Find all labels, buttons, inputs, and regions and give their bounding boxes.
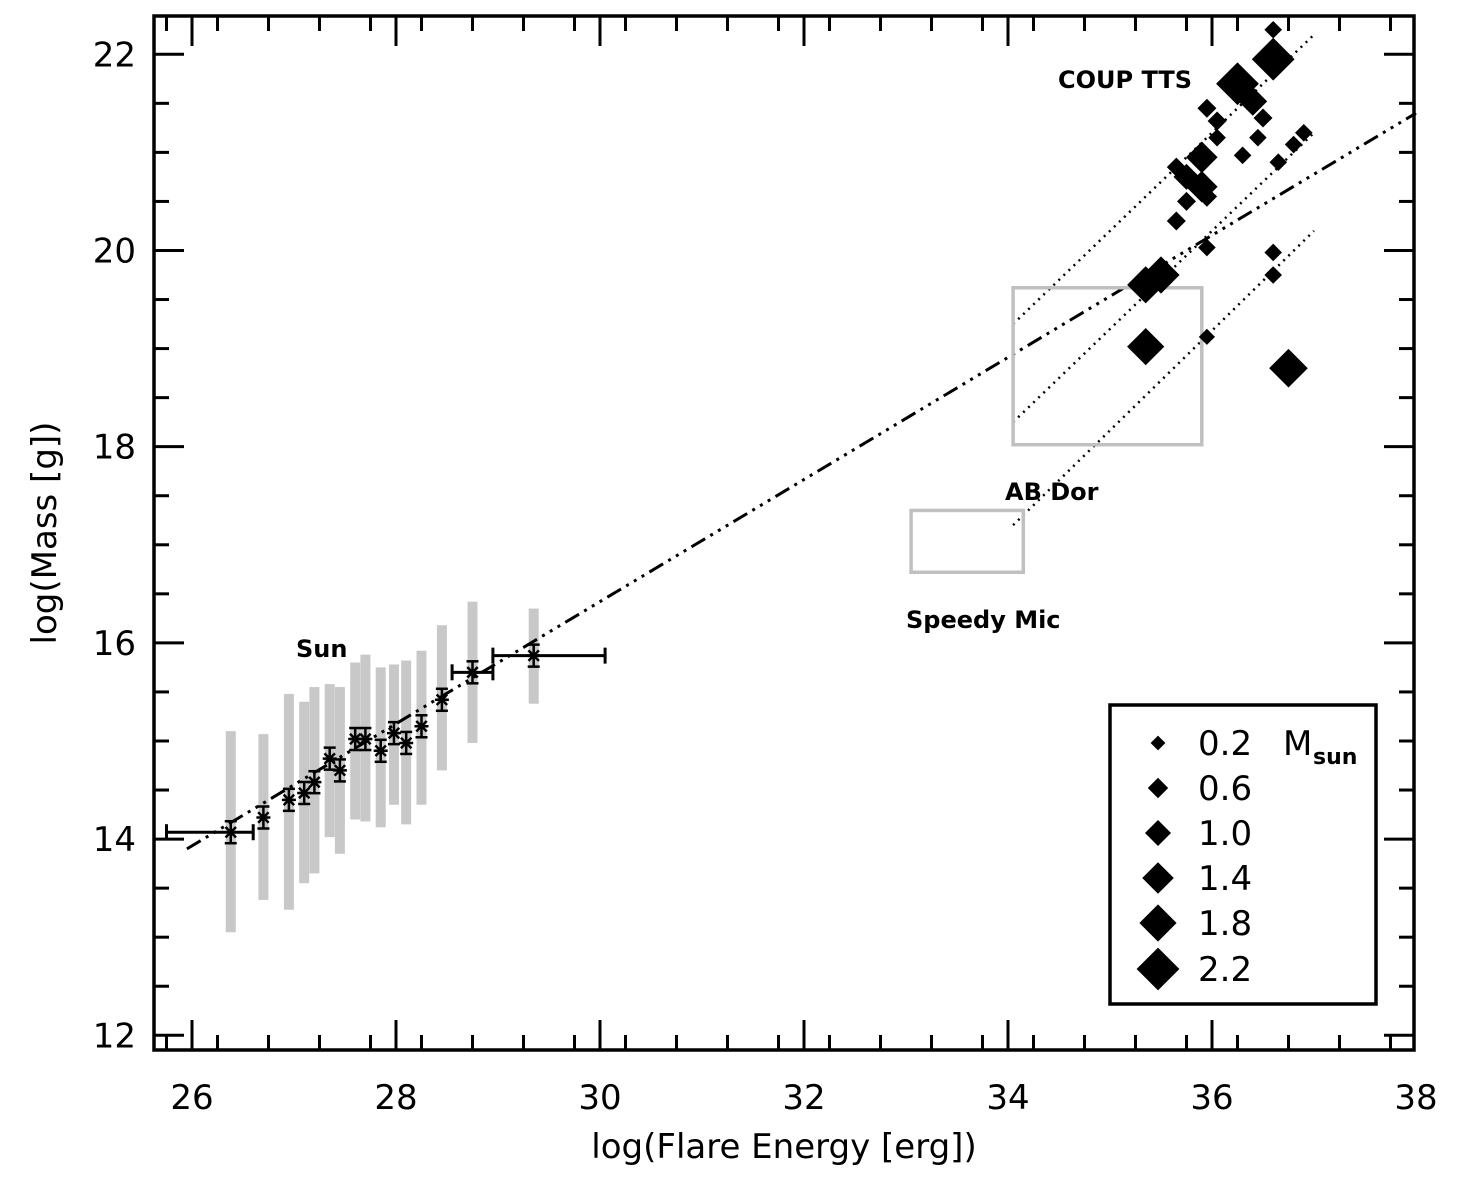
coup-star-20: [1198, 238, 1216, 257]
legend-label-1: 0.6: [1198, 769, 1252, 809]
y-tick-label-1: 14: [93, 820, 136, 860]
legend-marker-4: [1139, 904, 1177, 942]
coup-star-12: [1233, 146, 1252, 165]
y-tick-label-2: 16: [93, 624, 136, 664]
x-tick-label-1: 28: [374, 1078, 417, 1118]
solar-point-0: [223, 826, 238, 839]
coup-star-19: [1166, 211, 1186, 231]
legend-marker-0: [1150, 735, 1166, 751]
coup-star-0: [1264, 20, 1282, 39]
legend-unit-main: M: [1283, 724, 1312, 764]
data-points: [165, 20, 1313, 845]
solar-point-4: [307, 776, 322, 789]
x-tick-label-3: 32: [782, 1078, 825, 1118]
coup-star-21: [1264, 243, 1282, 262]
x-tick-label-6: 38: [1394, 1078, 1437, 1118]
coup-star-24: [1127, 266, 1165, 304]
region-box-1: [909, 508, 1026, 575]
x-tick-label-5: 36: [1190, 1078, 1233, 1118]
coup-star-6: [1253, 108, 1273, 128]
coup-star-10: [1284, 135, 1303, 154]
solar-point-2: [281, 793, 296, 806]
coup-star-3: [1238, 86, 1268, 116]
solar-point-11: [399, 736, 414, 750]
coup-star-11: [1186, 141, 1218, 174]
y-tick-label-4: 20: [93, 231, 136, 271]
x-axis-label: log(Flare Energy [erg]): [591, 1127, 976, 1167]
x-tick-label-4: 34: [986, 1078, 1029, 1118]
legend-label-3: 1.4: [1198, 859, 1252, 899]
legend-label-5: 2.2: [1198, 950, 1252, 990]
legend-label-0: 0.2: [1198, 724, 1252, 764]
legend-marker-5: [1136, 947, 1180, 991]
legend-marker-1: [1147, 777, 1169, 799]
coup-star-22: [1264, 266, 1282, 284]
coup-star-17: [1196, 186, 1218, 207]
coup-star-13: [1269, 153, 1288, 171]
annotation-ab-dor: AB Dor: [1005, 478, 1099, 506]
coup-star-26: [1127, 328, 1165, 366]
legend-markers: [1136, 735, 1180, 991]
solar-point-13: [434, 693, 449, 706]
y-tick-label-0: 12: [93, 1016, 136, 1056]
annotation-sun: Sun: [296, 635, 347, 663]
solar-point-10: [386, 727, 401, 740]
legend-label-4: 1.8: [1198, 904, 1252, 944]
region-box-0: [1011, 286, 1204, 447]
coup-star-8: [1249, 128, 1267, 147]
annotation-coup-tts: COUP TTS: [1058, 66, 1192, 94]
plot-frame: [152, 14, 1416, 1052]
fit-lines: [186, 33, 1417, 851]
legend-label-2: 1.0: [1198, 814, 1252, 854]
solar-point-12: [414, 720, 429, 733]
annotation-speedy-mic: Speedy Mic: [906, 606, 1061, 634]
y-axis-label: log(Mass [g]): [25, 422, 65, 645]
y-tick-label-5: 22: [93, 35, 136, 75]
x-tick-label-0: 26: [170, 1078, 213, 1118]
coup-star-9: [1295, 123, 1313, 142]
solar-point-6: [332, 764, 347, 777]
coup-star-25: [1198, 328, 1215, 345]
tick-labels: 26 28 30 32 34 36 38 12 14 16 18 20 22: [93, 35, 1438, 1118]
solar-point-14: [465, 666, 480, 679]
y-tick-label-3: 18: [93, 428, 136, 468]
solar-point-15: [526, 649, 541, 662]
region-boxes: [909, 286, 1204, 575]
solar-point-8: [358, 732, 373, 746]
coup-star-23: [1142, 256, 1180, 294]
axis-ticks: [154, 16, 1414, 1050]
legend-marker-2: [1145, 820, 1171, 846]
solar-point-1: [256, 811, 271, 824]
legend-unit-sub: sun: [1313, 745, 1357, 770]
legend: 0.2 M sun 0.6 1.0 1.4 1.8 2.2: [1108, 703, 1378, 1006]
legend-marker-3: [1142, 862, 1174, 894]
solar-point-9: [373, 744, 388, 757]
x-tick-label-2: 30: [578, 1078, 621, 1118]
coup-star-27: [1269, 348, 1308, 388]
coup-star-18: [1177, 191, 1196, 211]
coup-fit-line-2: [1012, 229, 1315, 527]
coup-star-5: [1207, 111, 1227, 131]
coup-star-1: [1251, 37, 1295, 81]
coup-star-7: [1208, 128, 1226, 147]
solar-fit-line: [186, 111, 1417, 851]
coup-star-4: [1197, 98, 1217, 118]
